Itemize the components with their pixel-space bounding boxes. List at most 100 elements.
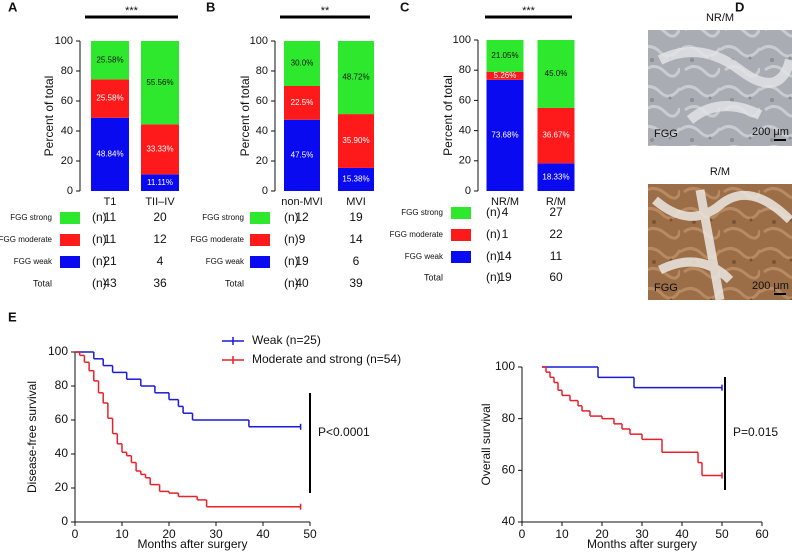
count: 11 <box>104 210 117 224</box>
significance-label: *** <box>125 5 139 17</box>
bar-segment <box>141 174 179 191</box>
count: 20 <box>153 210 167 224</box>
n-label: (n) <box>92 276 107 290</box>
value-label: 33.33% <box>146 144 173 153</box>
n-label: (n) <box>486 270 501 284</box>
bar-segment <box>537 107 575 164</box>
bar-segment <box>284 119 320 191</box>
legend-label: FGG strong <box>202 213 244 222</box>
x-tick-label: MVI <box>346 196 366 208</box>
legend-swatch <box>60 234 80 246</box>
bar-segment <box>91 79 129 118</box>
bar-segment <box>486 71 524 80</box>
image-title: R/M <box>710 166 730 178</box>
y-tick-label: 60 <box>459 94 471 106</box>
x-tick-label: 20 <box>595 527 609 541</box>
image-title: NR/M <box>706 12 734 24</box>
y-tick-label: 100 <box>48 344 68 358</box>
x-tick-label: 20 <box>162 527 176 541</box>
bar-segment <box>486 40 524 72</box>
count: 4 <box>502 205 509 219</box>
y-tick-label: 60 <box>55 412 69 426</box>
y-axis-label: Percent of total <box>42 76 56 157</box>
x-axis-label: Months after surgery <box>137 537 247 551</box>
y-tick-label: 100 <box>250 35 268 47</box>
legend-swatch <box>451 229 471 241</box>
tissue-texture <box>657 47 792 124</box>
total-count: 19 <box>498 270 512 284</box>
x-tick-label: 30 <box>635 527 649 541</box>
x-tick-label: 60 <box>755 527 769 541</box>
y-tick-label: 60 <box>61 95 73 107</box>
y-tick-label: 0 <box>61 514 68 528</box>
bar-segment <box>284 41 320 86</box>
value-label: 25.58% <box>96 55 123 64</box>
scale-label: 200 μm <box>752 280 789 292</box>
count: 14 <box>349 232 363 246</box>
y-tick-label: 80 <box>256 65 268 77</box>
legend-swatch <box>451 251 471 263</box>
legend-label: FGG weak <box>14 257 53 266</box>
y-tick-label: 0 <box>465 185 471 197</box>
bar-segment <box>537 163 575 191</box>
total-count: 40 <box>295 276 309 290</box>
y-tick-label: 40 <box>502 514 516 528</box>
value-label: 5.26% <box>494 71 517 80</box>
count: 19 <box>295 254 309 268</box>
legend-label: FGG strong <box>401 208 443 217</box>
x-tick-label: 50 <box>715 527 729 541</box>
legend-label: Weak (n=25) <box>252 333 321 347</box>
value-label: 22.5% <box>291 98 314 107</box>
y-tick-label: 80 <box>61 65 73 77</box>
bar-segment <box>338 167 374 191</box>
y-tick-label: 100 <box>55 35 73 47</box>
count: 11 <box>104 232 117 246</box>
total-count: 39 <box>349 276 363 290</box>
panel-letter: D <box>735 0 744 14</box>
n-label: (n) <box>92 232 107 246</box>
n-label: (n) <box>92 254 107 268</box>
panel-letter: A <box>8 0 18 14</box>
n-label: (n) <box>486 205 501 219</box>
legend-swatch <box>250 234 270 246</box>
bar-segment <box>338 41 374 115</box>
y-tick-label: 80 <box>55 378 69 392</box>
y-tick-label: 100 <box>453 34 471 46</box>
y-tick-label: 20 <box>61 155 73 167</box>
total-count: 60 <box>549 270 563 284</box>
y-tick-label: 20 <box>256 155 268 167</box>
count: 12 <box>153 232 167 246</box>
tissue-texture <box>652 189 792 301</box>
value-label: 47.5% <box>291 150 314 159</box>
bar-segment <box>338 114 374 168</box>
value-label: 11.11% <box>147 178 173 187</box>
total-label: Total <box>424 272 443 282</box>
value-label: 73.68% <box>491 130 518 139</box>
total-count: 36 <box>153 276 167 290</box>
bar-segment <box>91 41 129 80</box>
p-value: P<0.0001 <box>318 425 370 439</box>
count: 22 <box>549 227 563 241</box>
y-tick-label: 100 <box>495 359 515 373</box>
value-label: 21.05% <box>491 51 518 60</box>
x-tick-label: T1 <box>104 196 117 208</box>
x-axis-label: Months after surgery <box>587 537 697 551</box>
x-tick-label: NR/M <box>491 196 519 208</box>
stain-label: FGG <box>654 128 678 140</box>
stain-label: FGG <box>654 282 678 294</box>
y-tick-label: 40 <box>61 125 73 137</box>
legend-label: FGG moderate <box>390 230 444 239</box>
legend-label: FGG strong <box>10 213 52 222</box>
total-count: 43 <box>103 276 117 290</box>
y-tick-label: 20 <box>55 480 69 494</box>
significance-label: ** <box>321 5 330 17</box>
x-tick-label: 40 <box>256 527 270 541</box>
value-label: 35.90% <box>342 136 369 145</box>
value-label: 36.67% <box>542 131 569 140</box>
legend-label: FGG moderate <box>191 235 245 244</box>
count: 27 <box>549 205 563 219</box>
x-tick-label: 30 <box>209 527 223 541</box>
value-label: 15.38% <box>342 175 369 184</box>
count: 1 <box>502 227 509 241</box>
y-tick-label: 40 <box>256 125 268 137</box>
